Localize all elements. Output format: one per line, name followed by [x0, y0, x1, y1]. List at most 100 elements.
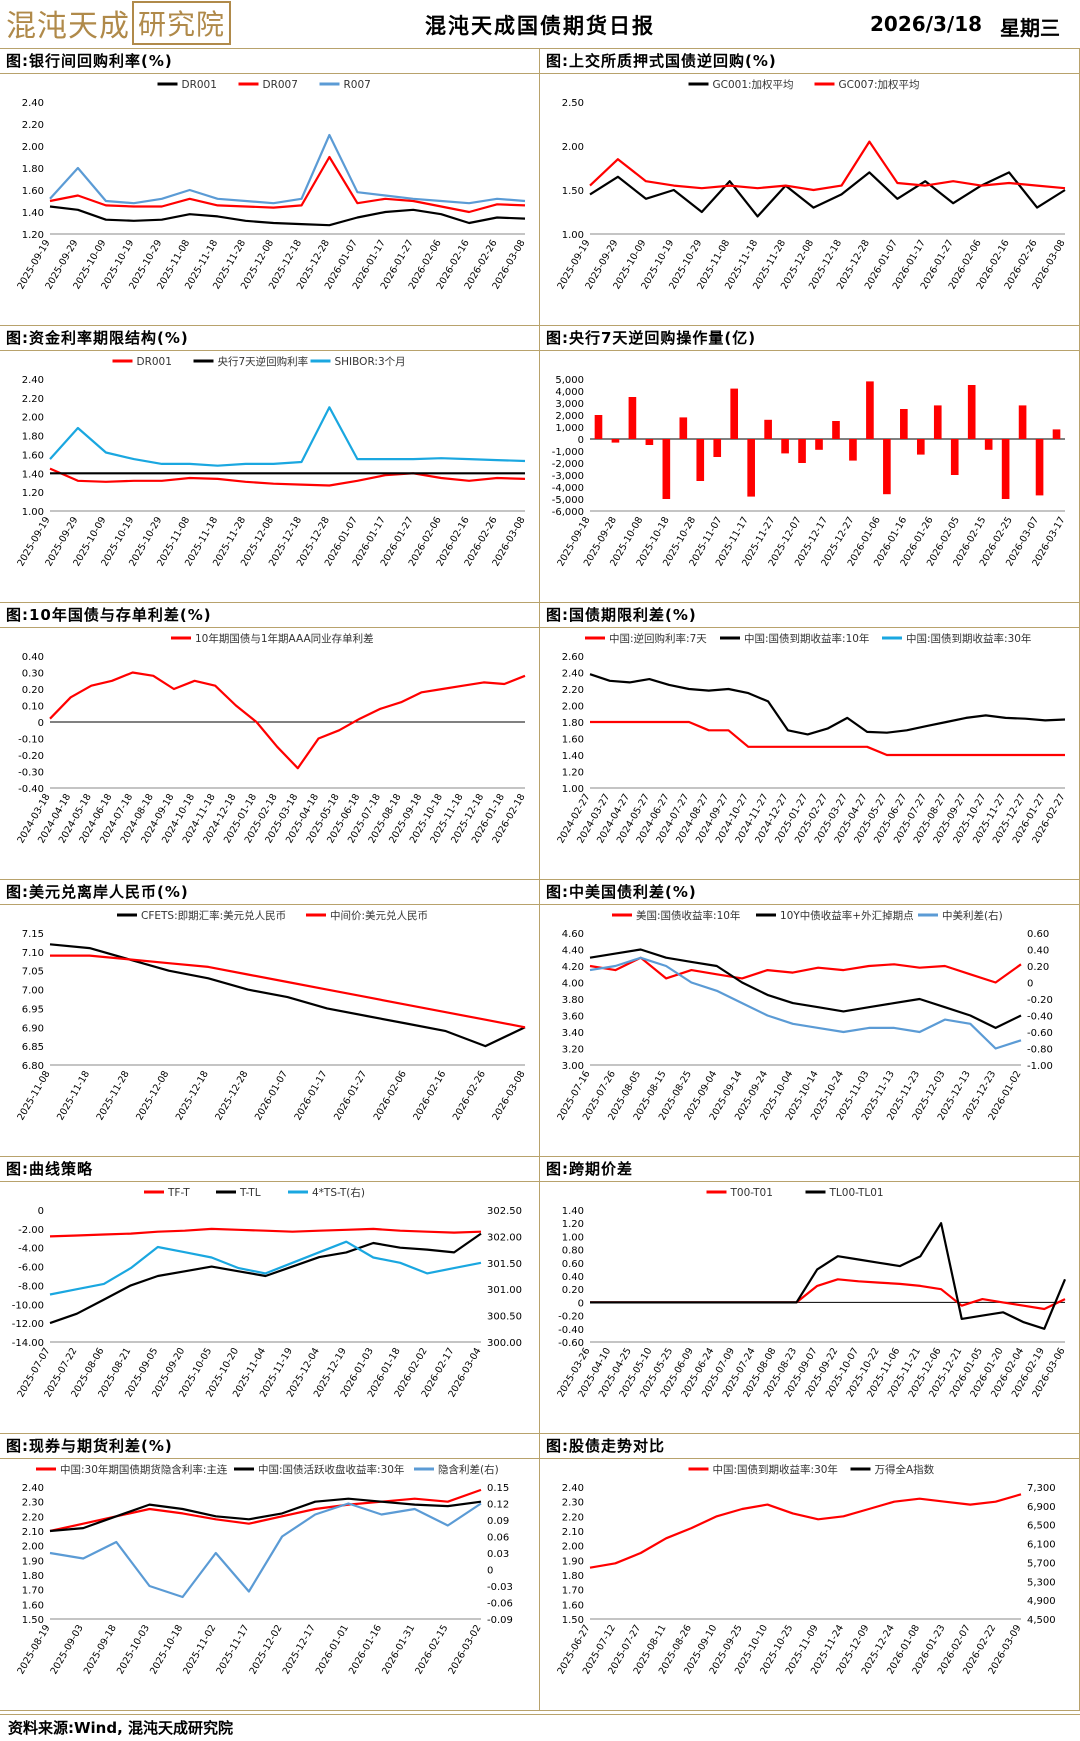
- chart-title: 图:曲线策略: [0, 1157, 539, 1182]
- chart-svg: 1.201.401.601.802.002.202.402025-09-1920…: [15, 79, 527, 291]
- legend-item: DR001: [157, 79, 217, 91]
- x-tick-label: 2026-01-17: [293, 1069, 330, 1122]
- y-tick-label: 1.80: [562, 1571, 584, 1582]
- chart-panel-11: 图:现券与期货利差(%) 1.50 1.60 1.70 1.80 1.90 2.00 2.10…: [0, 1434, 540, 1711]
- bar: [1052, 429, 1061, 439]
- x-tick-label: 2026-03-08: [490, 1069, 527, 1122]
- legend-label: 中美利差(右): [942, 909, 1003, 922]
- chart-svg: 1.001.502.002.502025-09-192025-09-292025…: [555, 78, 1067, 291]
- y2-tick-label: -0.20: [1027, 995, 1053, 1006]
- bar: [984, 439, 993, 450]
- y-tick-label: 7.05: [22, 967, 44, 978]
- bar: [866, 381, 874, 439]
- legend-label: T00-T01: [730, 1187, 773, 1199]
- legend-label: 中国:30年期国债期货隐含利率:主连: [60, 1463, 228, 1476]
- y-tick-label: 2.00: [22, 1542, 44, 1553]
- bar: [883, 439, 891, 495]
- chart-panel-1: 图:银行间回购利率(%) 1.20 1.40 1.60 1.80 2.00 2.20 2.40…: [0, 49, 540, 326]
- legend-label: 4*TS-T(右): [312, 1186, 365, 1199]
- legend-item: 10年期国债与1年期AAA同业存单利差: [171, 632, 374, 645]
- y2-tick-label: 5,700: [1027, 1558, 1056, 1569]
- x-tick-label: 2025-12-18: [174, 1069, 211, 1122]
- y-tick-label: -6.00: [18, 1263, 44, 1274]
- y-tick-label: 4.20: [562, 962, 584, 973]
- chart-panel-2: 图:上交所质押式国债逆回购(%) 1.00 1.50 2.00 2.50 2025-09-…: [540, 49, 1080, 326]
- chart-panel-3: 图:资金利率期限结构(%) 1.00 1.20 1.40 1.60 1.80 2.00 2.2…: [0, 326, 540, 603]
- y-tick-label: 3,000: [555, 399, 584, 410]
- y-tick-label: 0: [578, 435, 584, 446]
- bar: [832, 421, 840, 439]
- legend-label: 中国:国债到期收益率:10年: [744, 632, 869, 645]
- x-tick-label: 2025-11-02: [181, 1623, 218, 1676]
- y-tick-label: 6.90: [22, 1023, 44, 1034]
- y-tick-label: 2.30: [562, 1498, 584, 1509]
- y-tick-label: 1.90: [22, 1556, 44, 1567]
- y-tick-label: 1,000: [555, 423, 584, 434]
- y-tick-label: 3.40: [562, 1028, 584, 1039]
- legend-label: T-TL: [239, 1187, 261, 1199]
- chart-panel-4: 图:央行7天逆回购操作量(亿) -6,000 -5,000 -4,000 -3,000-…: [540, 326, 1080, 603]
- y2-tick-label: 6,500: [1027, 1521, 1056, 1532]
- y-tick-label: -4,000: [552, 483, 584, 494]
- legend-item: CFETS:即期汇率:美元兑人民币: [117, 909, 286, 922]
- y-tick-label: 2.40: [22, 1483, 44, 1494]
- legend-label: GC001:加权平均: [713, 78, 794, 91]
- y-tick-label: -5,000: [552, 495, 584, 506]
- chart-svg: 1.001.201.401.601.802.002.202.402.602024…: [555, 632, 1067, 845]
- series-line: [49, 1232, 482, 1325]
- y2-tick-label: 6,100: [1027, 1540, 1056, 1551]
- y-tick-label: 2.00: [22, 142, 44, 153]
- y-tick-label: 0: [38, 1206, 44, 1217]
- bar: [933, 405, 942, 439]
- y-tick-label: 3.20: [562, 1045, 584, 1056]
- legend-item: 中国:逆回购利率:7天: [585, 632, 707, 645]
- legend-label: 央行7天逆回购利率: [218, 355, 309, 368]
- y-tick-label: 1.40: [22, 208, 44, 219]
- y2-tick-label: 302.50: [487, 1206, 522, 1217]
- legend-label: 中间价:美元兑人民币: [330, 909, 428, 922]
- x-tick-label: 2026-01-07: [253, 1069, 290, 1122]
- chart-svg: -14.00 -12.00 -10.00 -8.00 -6.00 -4.00 -2.00 0 3…: [12, 1186, 522, 1399]
- series-line: [589, 956, 1022, 1050]
- y-tick-label: 4.40: [562, 946, 584, 957]
- y-tick-label: 6.85: [22, 1042, 44, 1053]
- series-line: [590, 1222, 1067, 1330]
- chart-title: 图:上交所质押式国债逆回购(%): [540, 49, 1079, 74]
- y-tick-label: -0.30: [18, 768, 44, 779]
- y-tick-label: 1.20: [562, 768, 584, 779]
- series-line: [49, 467, 526, 487]
- legend-item: 中国:国债到期收益率:30年: [688, 1463, 838, 1476]
- y-tick-label: 1.20: [22, 230, 44, 241]
- legend-item: 4*TS-T(右): [288, 1186, 365, 1199]
- y-tick-label: -0.20: [558, 1312, 584, 1323]
- legend-label: CFETS:即期汇率:美元兑人民币: [141, 909, 286, 922]
- series-line: [589, 1493, 1022, 1569]
- chart-panel-10: 图:跨期价差 -0.60 -0.40 -0.20 0 0.20 0.40 0.60 0.80 1.…: [540, 1157, 1080, 1434]
- bar: [611, 439, 620, 443]
- chart-title: 图:央行7天逆回购操作量(亿): [540, 326, 1079, 351]
- series-line: [590, 720, 1065, 757]
- y-tick-label: 0.20: [22, 685, 44, 696]
- series-line: [49, 1240, 482, 1296]
- bar: [967, 385, 976, 439]
- company-logo: 混沌天成 研究院: [6, 1, 232, 45]
- y-tick-label: 2,000: [555, 411, 584, 422]
- chart-svg: 6.80 6.85 6.90 6.95 7.00 7.05 7.10 7.15 2025-11-…: [15, 909, 527, 1122]
- y-tick-label: 1.80: [22, 164, 44, 175]
- y2-tick-label: -0.09: [487, 1615, 513, 1626]
- x-tick-label: 2025-10-18: [148, 1623, 185, 1676]
- series-line: [50, 954, 526, 1029]
- y2-tick-label: 301.00: [487, 1285, 522, 1296]
- bar: [679, 417, 688, 439]
- x-tick-label: 2025-12-02: [248, 1623, 285, 1676]
- y-tick-label: 2.20: [22, 1512, 44, 1523]
- y-tick-label: 3.00: [562, 1061, 584, 1072]
- bar: [713, 439, 722, 457]
- y-tick-label: 6.95: [22, 1004, 44, 1015]
- legend-label: 中国:国债活跃收盘收益率:30年: [258, 1463, 404, 1476]
- y-tick-label: 6.80: [22, 1061, 44, 1072]
- y-tick-label: 1.00: [562, 784, 584, 795]
- y-tick-label: 0: [38, 718, 44, 729]
- y-tick-label: 0.40: [562, 1272, 584, 1283]
- y-tick-label: -4.00: [18, 1244, 44, 1255]
